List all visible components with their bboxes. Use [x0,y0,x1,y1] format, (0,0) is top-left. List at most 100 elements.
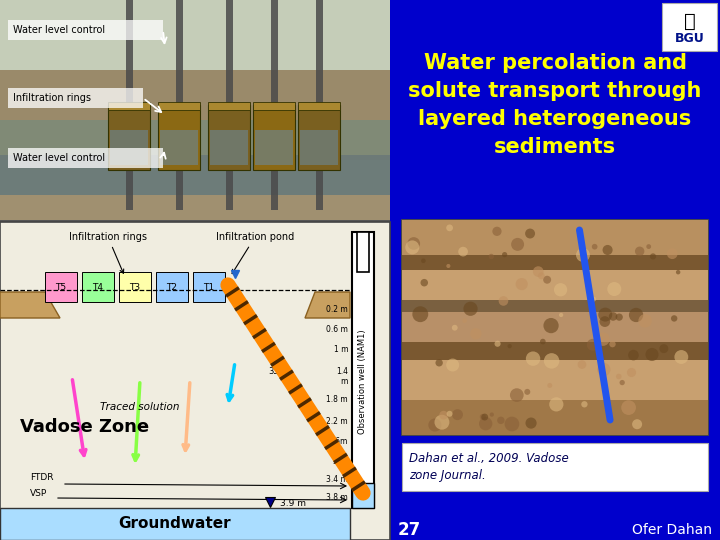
Bar [253,102,295,110]
Text: 3.4 m: 3.4 m [326,476,348,484]
Text: Observation well (NAM1): Observation well (NAM1) [359,330,367,434]
Text: Water level control: Water level control [13,25,105,35]
Text: T2: T2 [166,282,178,292]
Bar [193,272,225,302]
Text: 1 m: 1 m [333,346,348,354]
Bar [156,272,188,302]
Bar [8,20,163,40]
Bar [402,300,708,312]
Bar [0,120,390,200]
Text: T3: T3 [130,282,140,292]
Bar [402,443,708,491]
Bar [0,195,390,222]
Text: VSP: VSP [30,489,48,498]
Circle shape [526,417,536,429]
Text: T4: T4 [92,282,104,292]
Circle shape [627,368,636,377]
Bar [0,508,350,540]
Bar [402,312,708,342]
Circle shape [603,245,613,255]
Circle shape [609,341,616,347]
Circle shape [489,254,494,259]
Circle shape [596,333,610,346]
Circle shape [458,247,468,256]
Circle shape [446,359,459,372]
Circle shape [591,296,596,302]
Circle shape [413,306,428,322]
Bar [110,130,148,165]
Circle shape [581,401,588,408]
Circle shape [526,352,540,366]
Circle shape [492,227,502,236]
Circle shape [510,388,523,402]
Circle shape [592,244,598,249]
Circle shape [587,339,598,350]
Text: Infiltration pond: Infiltration pond [216,232,294,274]
Circle shape [481,414,488,421]
Circle shape [544,353,559,369]
Circle shape [434,415,449,430]
Bar [253,105,295,170]
Bar [662,3,717,51]
Circle shape [462,319,467,323]
Circle shape [639,314,652,328]
Circle shape [675,350,688,364]
Text: 3 m: 3 m [333,457,348,467]
Circle shape [490,413,494,417]
Circle shape [635,247,644,256]
Text: FTDR: FTDR [30,473,53,482]
Circle shape [628,350,639,360]
Circle shape [511,238,524,251]
Bar [8,88,143,108]
Circle shape [549,397,564,411]
Circle shape [446,264,451,268]
Text: Vadose Zone: Vadose Zone [20,418,149,436]
Circle shape [464,302,477,316]
Polygon shape [305,292,350,318]
Text: Groundwater: Groundwater [119,516,231,531]
Circle shape [647,244,651,249]
Bar [8,148,163,168]
Bar [402,220,708,435]
Circle shape [554,283,567,296]
Circle shape [576,248,590,262]
Circle shape [667,248,678,259]
Bar [160,130,198,165]
Circle shape [452,325,458,330]
Circle shape [524,389,531,395]
Text: T5: T5 [55,282,66,292]
Bar [0,222,390,540]
Circle shape [505,417,519,431]
Text: 27: 27 [398,521,421,539]
Bar [0,155,390,200]
Bar [0,0,390,80]
Bar [298,105,340,170]
Text: 2.6m: 2.6m [328,437,348,447]
Bar [210,130,248,165]
Circle shape [499,296,508,306]
Text: Infiltration rings: Infiltration rings [13,93,91,103]
Circle shape [540,339,546,345]
Bar [0,70,390,160]
Text: Dahan et al., 2009. Vadose
zone Journal.: Dahan et al., 2009. Vadose zone Journal. [409,452,569,482]
Circle shape [452,409,463,420]
Circle shape [446,225,453,231]
Bar [255,130,293,165]
Bar [316,0,323,210]
Bar [402,360,708,400]
Text: 1.8 m: 1.8 m [326,395,348,404]
Text: Infiltration rings: Infiltration rings [69,232,147,273]
Bar [402,255,708,270]
Text: 35°: 35° [268,367,283,376]
Polygon shape [0,292,60,318]
Bar [158,102,200,110]
Circle shape [525,228,535,239]
Circle shape [616,374,621,379]
Bar [119,272,151,302]
Text: Traced solution: Traced solution [100,402,179,412]
Circle shape [405,240,419,254]
Circle shape [480,414,486,420]
Circle shape [497,416,505,424]
Bar [176,0,183,210]
Text: 3.8 m: 3.8 m [326,492,348,502]
